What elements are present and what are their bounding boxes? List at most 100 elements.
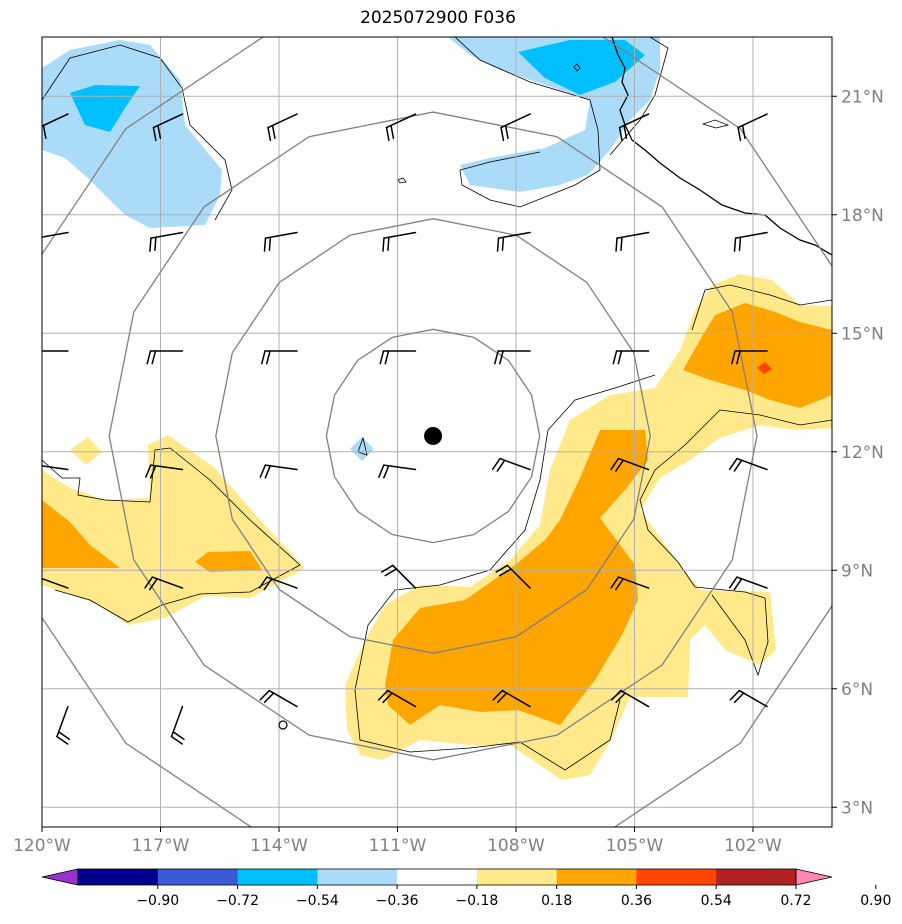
longitude-ticks: 120°W 117°W 114°W 111°W 108°W 105°W 102°W bbox=[13, 827, 782, 856]
wind-barb bbox=[495, 564, 531, 589]
contour-speck-north bbox=[573, 63, 581, 72]
pos-high-east bbox=[757, 362, 772, 374]
wind-barb bbox=[496, 231, 531, 252]
wind-barb bbox=[378, 464, 417, 479]
wind-barb bbox=[615, 231, 650, 252]
pos-speck-west bbox=[70, 437, 102, 465]
latitude-ticks: 3°N 6°N 9°N 12°N 15°N 18°N 21°N bbox=[832, 87, 884, 818]
contour-coast-isolated-1 bbox=[397, 177, 407, 184]
plot-frame bbox=[41, 36, 833, 828]
wind-barb bbox=[258, 576, 298, 591]
lon-tick-label: 111°W bbox=[369, 836, 427, 856]
colorbar-segment bbox=[556, 869, 637, 885]
wind-barb bbox=[500, 113, 531, 142]
lat-tick-label: 21°N bbox=[841, 87, 884, 107]
contour-northeast bbox=[609, 37, 669, 156]
lon-tick-label: 117°W bbox=[132, 836, 190, 856]
wind-barb bbox=[728, 576, 768, 591]
wind-barb bbox=[259, 689, 298, 708]
negative-shading bbox=[42, 37, 660, 461]
colorbar-segment bbox=[78, 869, 159, 885]
colorbar-tick-label: 0.36 bbox=[621, 893, 652, 909]
colorbar-segment bbox=[157, 869, 239, 885]
colorbar-segment bbox=[317, 869, 398, 885]
wind-barb bbox=[379, 350, 417, 365]
neg-area-northwest bbox=[42, 40, 222, 228]
small-circle-marker bbox=[278, 720, 288, 730]
contour-coast-isolated-2 bbox=[701, 119, 730, 129]
lon-tick-label: 102°W bbox=[724, 836, 782, 856]
wind-barb bbox=[259, 464, 298, 479]
storm-center-marker bbox=[424, 426, 443, 445]
wind-barb bbox=[612, 350, 650, 365]
wind-barb bbox=[267, 113, 298, 142]
wind-barbs bbox=[42, 113, 768, 745]
contour-southeast bbox=[354, 374, 656, 771]
contour-east-upper bbox=[691, 284, 832, 331]
range-ring-2 bbox=[108, 111, 758, 761]
wind-barb bbox=[731, 350, 768, 365]
pos-area-southwest bbox=[42, 435, 305, 625]
pos-core-east bbox=[683, 303, 832, 408]
wind-barb bbox=[492, 689, 531, 708]
plot-area bbox=[42, 37, 832, 827]
wind-barb bbox=[152, 113, 184, 142]
wind-barb bbox=[382, 231, 417, 252]
wind-barb bbox=[380, 564, 417, 589]
neg-speck-west bbox=[350, 437, 374, 461]
wind-barb bbox=[42, 113, 69, 141]
map-title: 2025072900 F036 bbox=[360, 8, 516, 28]
wind-barb bbox=[261, 350, 298, 365]
lat-tick-label: 12°N bbox=[841, 443, 884, 463]
neg-core-north bbox=[518, 40, 645, 95]
wind-barb bbox=[263, 231, 298, 252]
wind-barb bbox=[733, 231, 768, 252]
colorbar-tick-label: 0.90 bbox=[860, 893, 891, 909]
wind-barb bbox=[146, 350, 184, 365]
lat-tick-label: 9°N bbox=[841, 561, 873, 581]
wind-barb bbox=[145, 464, 184, 479]
colorbar: −0.90 −0.72 −0.54 −0.36 −0.18 0.18 0.36 0.54 0.7… bbox=[41, 868, 891, 909]
wind-barb bbox=[729, 689, 768, 708]
colorbar-tick-label: 0.72 bbox=[780, 893, 811, 909]
colorbar-tick-label: 0.18 bbox=[541, 893, 572, 909]
lat-tick-label: 6°N bbox=[841, 680, 873, 700]
contour-lines bbox=[42, 37, 832, 771]
contour-east-lower bbox=[639, 409, 832, 677]
range-ring-0 bbox=[325, 328, 541, 544]
wind-barb bbox=[42, 231, 69, 239]
colorbar-tick-label: −0.18 bbox=[455, 893, 498, 909]
wind-barb bbox=[42, 465, 69, 471]
wind-barb bbox=[149, 231, 184, 252]
wind-barb bbox=[610, 576, 650, 591]
colorbar-segment bbox=[716, 869, 797, 885]
colorbar-segment bbox=[237, 869, 318, 885]
lat-tick-label: 18°N bbox=[841, 206, 884, 226]
wind-barb bbox=[610, 689, 650, 708]
colorbar-tick-label: −0.72 bbox=[216, 893, 259, 909]
contour-northwest bbox=[42, 44, 233, 221]
wind-barb bbox=[144, 576, 184, 591]
wind-barb bbox=[491, 457, 531, 472]
wind-barb bbox=[728, 457, 768, 472]
colorbar-tick-label: 0.54 bbox=[701, 893, 732, 909]
wind-barb bbox=[618, 113, 650, 142]
range-rings bbox=[42, 37, 832, 827]
colorbar-segment bbox=[636, 869, 717, 885]
lon-tick-label: 114°W bbox=[250, 836, 308, 856]
colorbar-tick-label: −0.90 bbox=[136, 893, 179, 909]
colorbar-extend-high bbox=[795, 868, 833, 886]
wind-barb bbox=[385, 113, 417, 142]
lat-tick-label: 15°N bbox=[841, 324, 884, 344]
wind-barb bbox=[56, 705, 71, 745]
range-ring-1 bbox=[215, 218, 651, 654]
coastline bbox=[611, 37, 832, 256]
graticule bbox=[42, 37, 832, 827]
wind-barb bbox=[42, 577, 69, 589]
colorbar-frame bbox=[77, 868, 797, 886]
contour-north bbox=[454, 37, 601, 208]
range-ring-3 bbox=[42, 37, 832, 827]
lon-tick-label: 105°W bbox=[606, 836, 664, 856]
contour-speck-west bbox=[357, 436, 368, 456]
